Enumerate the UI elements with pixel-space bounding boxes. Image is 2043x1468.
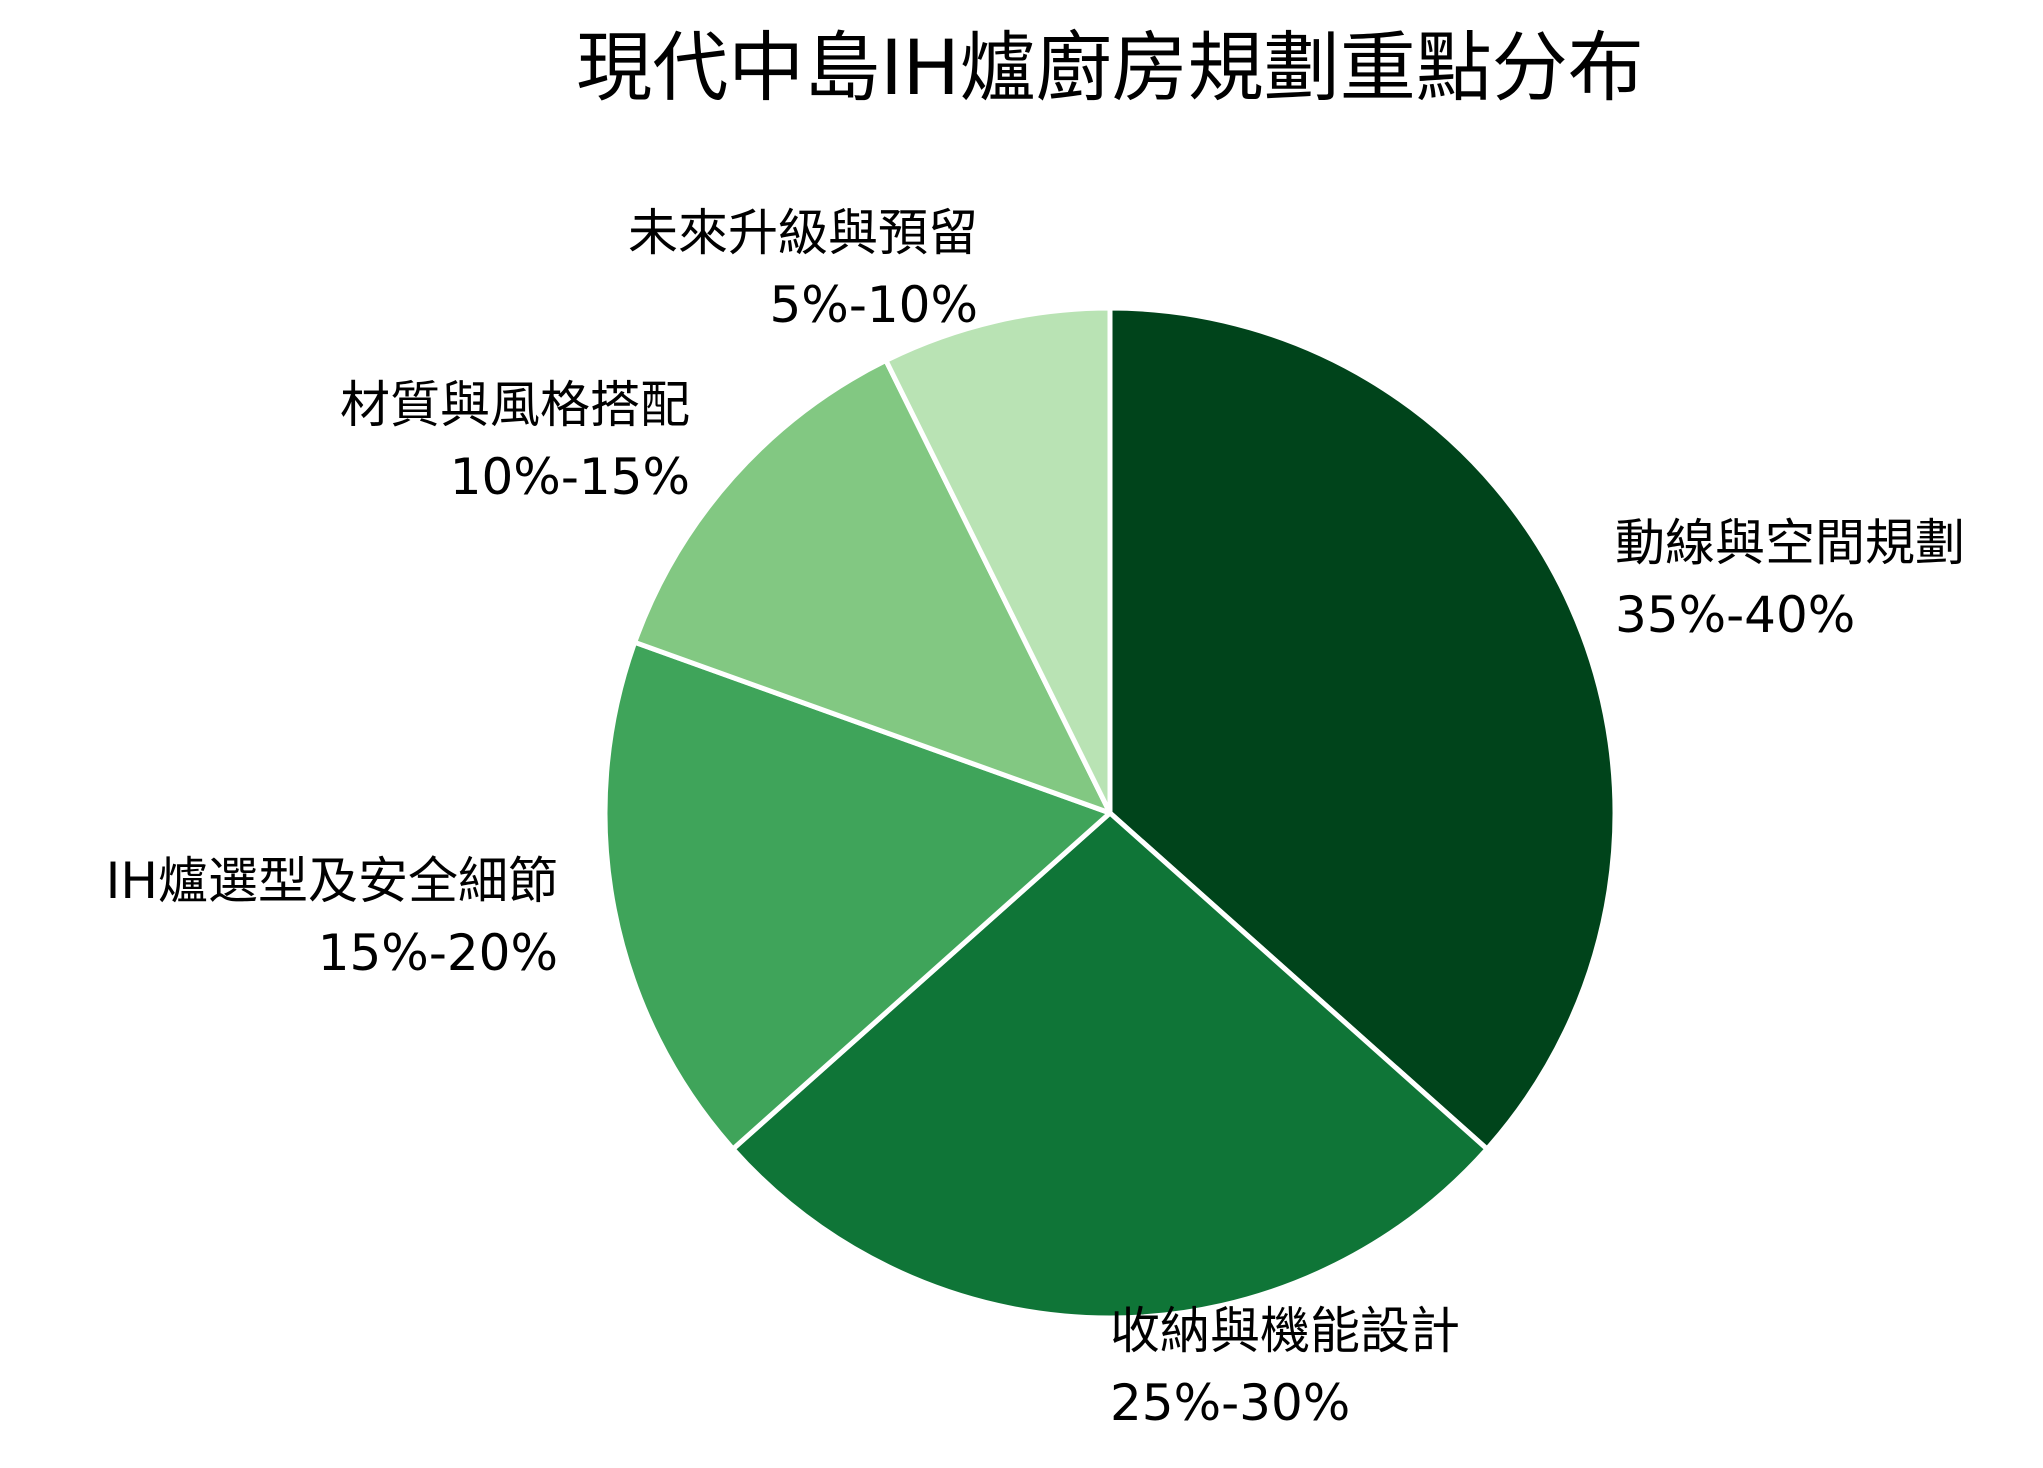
slice-label-5: 未來升級與預留 — [628, 204, 978, 262]
pie-slice-4 — [632, 357, 1113, 816]
slice-label-3: IH爐選型及安全細節 — [106, 852, 558, 910]
slice-label-2: 收納與機能設計 — [1110, 1302, 1460, 1360]
slice-label-1: 動線與空間規劃 — [1615, 514, 1965, 572]
slice-value-4: 10%-15% — [450, 448, 690, 506]
slice-value-3: 15%-20% — [318, 924, 558, 982]
slice-label-4: 材質與風格搭配 — [340, 376, 690, 434]
chart-title: 現代中島IH爐廚房規劃重點分布 — [576, 23, 1644, 112]
slice-value-2: 25%-30% — [1110, 1374, 1350, 1432]
pie-slice-2 — [730, 810, 1490, 1321]
slice-value-1: 35%-40% — [1615, 586, 1855, 644]
slice-labels: 動線與空間規劃 35%-40% 收納與機能設計 25%-30% IH爐選型及安全細節 15… — [106, 204, 1965, 1432]
pie-slice-1 — [1107, 305, 1618, 1152]
pie-slices — [602, 305, 1618, 1321]
pie-slice-5 — [883, 305, 1113, 816]
slice-value-5: 5%-10% — [770, 276, 979, 334]
